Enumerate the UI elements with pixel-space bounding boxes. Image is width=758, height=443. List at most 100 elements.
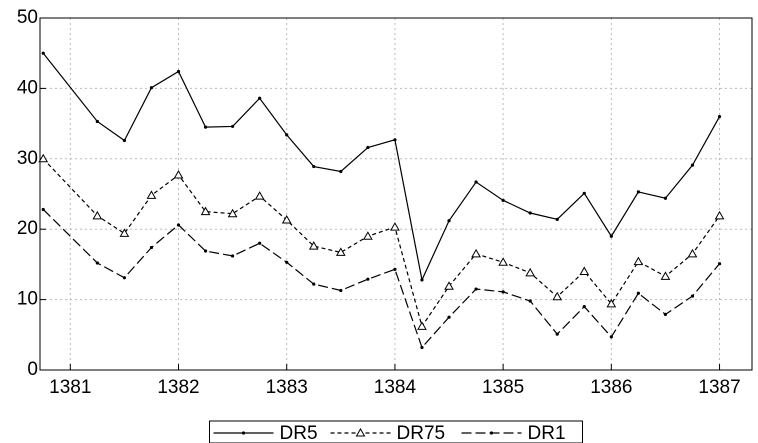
- point: [92, 210, 103, 220]
- point: [714, 210, 725, 220]
- x-tick-label: 1385: [482, 377, 524, 398]
- point: [119, 228, 130, 237]
- point: [254, 191, 265, 200]
- legend-label: DR1: [528, 423, 566, 443]
- point: [393, 138, 397, 142]
- x-tick-label: 1381: [49, 377, 91, 398]
- plot-frame: [39, 17, 753, 371]
- point: [555, 332, 559, 336]
- point: [663, 196, 668, 200]
- legend-box: [209, 420, 583, 443]
- point: [258, 96, 262, 100]
- point: [231, 254, 235, 258]
- point: [285, 133, 289, 137]
- x-tick-label: 1382: [157, 377, 199, 398]
- point: [417, 321, 427, 330]
- legend-label: DR75: [397, 423, 446, 443]
- point: [95, 119, 99, 124]
- legend-marker: [241, 431, 246, 435]
- point: [308, 241, 319, 250]
- y-tick-label: 20: [17, 218, 38, 239]
- y-tick-label: 30: [17, 148, 38, 169]
- point: [339, 169, 343, 174]
- y-tick-label: 10: [17, 289, 38, 310]
- point: [393, 267, 397, 271]
- point: [285, 260, 289, 264]
- point: [176, 223, 181, 227]
- point: [444, 281, 454, 290]
- point: [339, 288, 343, 293]
- x-tick-label: 1383: [266, 377, 308, 398]
- point: [498, 257, 508, 266]
- point: [363, 231, 373, 240]
- point: [176, 69, 181, 74]
- point: [609, 234, 613, 238]
- point: [552, 291, 563, 301]
- point: [579, 266, 590, 275]
- point: [41, 207, 45, 212]
- point: [528, 299, 532, 303]
- x-tick-label: 1387: [698, 377, 740, 398]
- series-line: [42, 209, 720, 349]
- point: [258, 241, 262, 245]
- legend: DR5 DR75 DR1: [209, 420, 583, 443]
- point: [281, 215, 292, 224]
- point: [366, 145, 370, 150]
- point: [501, 290, 505, 294]
- point: [636, 190, 640, 194]
- point: [690, 163, 695, 167]
- legend-label: DR5: [280, 423, 318, 443]
- point: [41, 51, 45, 55]
- point: [582, 191, 586, 195]
- point: [525, 267, 536, 277]
- point: [528, 211, 532, 215]
- series-line: [42, 158, 721, 328]
- point: [447, 315, 451, 319]
- point: [606, 298, 617, 308]
- point: [122, 138, 127, 143]
- point: [582, 305, 586, 309]
- point: [474, 287, 478, 291]
- y-tick-label: 40: [17, 77, 38, 98]
- y-tick-label: 0: [27, 359, 38, 380]
- point: [149, 245, 154, 250]
- point: [501, 198, 505, 202]
- point: [335, 247, 346, 256]
- point: [149, 86, 154, 90]
- point: [173, 169, 184, 179]
- point: [95, 261, 99, 265]
- point: [633, 256, 644, 266]
- point: [203, 125, 208, 129]
- point: [200, 206, 211, 216]
- point: [687, 248, 698, 258]
- point: [390, 222, 400, 231]
- x-tick-label: 1386: [590, 377, 632, 398]
- y-tick-label: 50: [17, 7, 38, 28]
- point: [636, 291, 640, 295]
- legend-marker: [355, 427, 366, 437]
- point: [555, 217, 559, 221]
- point: [146, 190, 157, 199]
- point: [231, 124, 235, 129]
- point: [474, 180, 478, 184]
- point: [312, 282, 316, 286]
- point: [122, 276, 127, 280]
- point: [38, 153, 49, 163]
- point: [227, 208, 238, 218]
- point: [663, 312, 668, 316]
- legend-marker: [489, 431, 494, 435]
- point: [420, 345, 424, 350]
- point: [366, 277, 370, 281]
- point: [609, 335, 613, 339]
- series-line: [42, 52, 721, 282]
- point: [447, 219, 451, 223]
- point: [312, 164, 316, 169]
- point: [203, 249, 208, 253]
- point: [717, 114, 722, 119]
- x-tick-label: 1384: [374, 377, 417, 398]
- point: [420, 278, 424, 282]
- point: [471, 248, 481, 258]
- point: [717, 262, 722, 266]
- point: [690, 294, 695, 298]
